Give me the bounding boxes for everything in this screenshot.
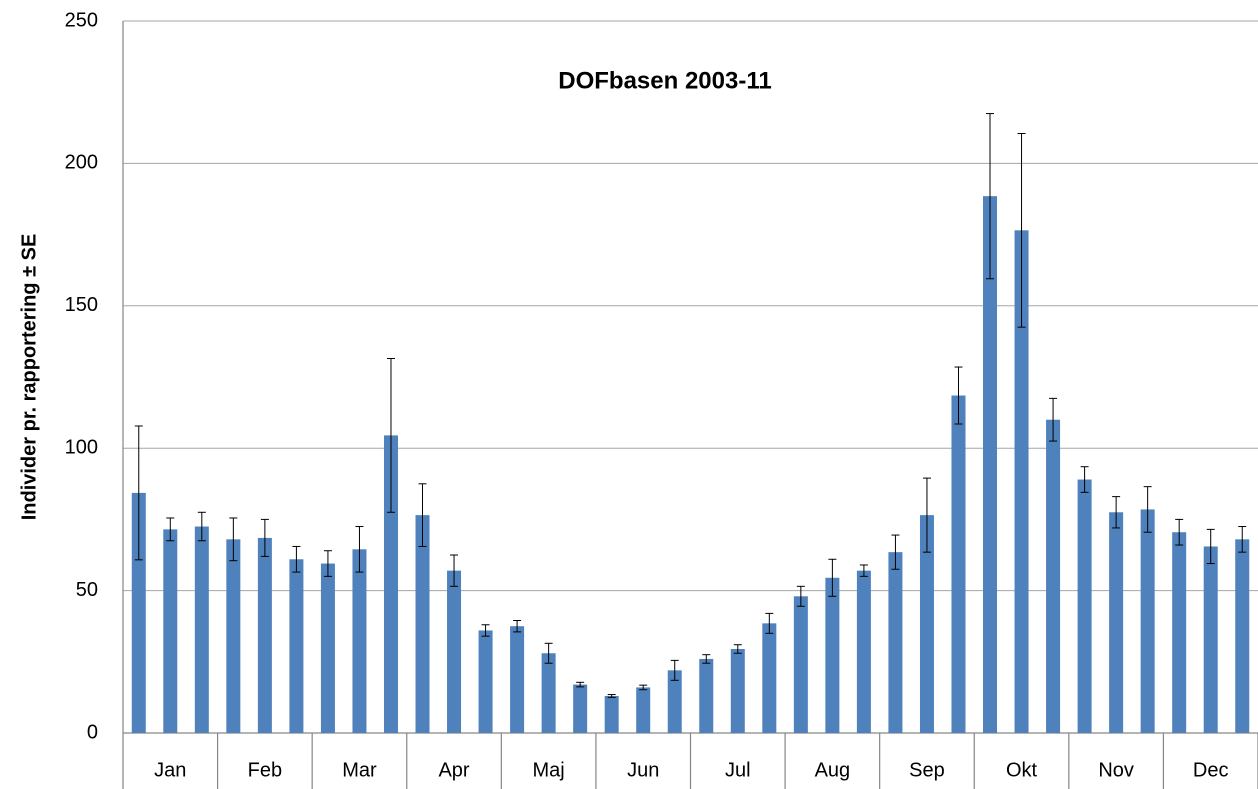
y-tick-label: 0 bbox=[87, 721, 98, 743]
x-tick-label: Maj bbox=[533, 759, 565, 781]
error-bar bbox=[922, 477, 931, 553]
error-bar bbox=[1112, 496, 1121, 529]
bar bbox=[289, 559, 304, 733]
y-tick-label: 250 bbox=[65, 9, 98, 31]
error-bar bbox=[323, 550, 332, 577]
error-bar bbox=[765, 612, 774, 634]
bar bbox=[1172, 532, 1187, 733]
error-bar bbox=[607, 694, 616, 698]
error-bar bbox=[418, 483, 427, 547]
x-tick-label: Sep bbox=[909, 759, 945, 781]
bar bbox=[541, 653, 556, 733]
bar bbox=[636, 687, 651, 733]
error-bar bbox=[576, 681, 585, 688]
error-bar bbox=[670, 659, 679, 681]
bar bbox=[1109, 512, 1124, 733]
bar bbox=[131, 492, 146, 733]
error-bar bbox=[386, 357, 395, 513]
error-bar bbox=[229, 517, 238, 562]
error-bar bbox=[1143, 486, 1152, 533]
bar bbox=[447, 570, 462, 733]
y-tick-label: 50 bbox=[76, 579, 98, 601]
bar bbox=[983, 196, 998, 734]
error-bar bbox=[544, 642, 553, 664]
bar bbox=[1235, 539, 1250, 733]
error-bar bbox=[166, 517, 175, 542]
error-bar bbox=[986, 113, 995, 280]
error-bar bbox=[702, 654, 711, 664]
bar bbox=[257, 537, 272, 733]
error-bar bbox=[828, 558, 837, 597]
bar bbox=[762, 623, 777, 733]
x-tick-label: Jul bbox=[725, 759, 751, 781]
error-bar bbox=[954, 366, 963, 425]
bar bbox=[825, 577, 840, 733]
error-bar bbox=[1175, 518, 1184, 546]
bar bbox=[1077, 479, 1092, 733]
bar bbox=[793, 596, 808, 733]
x-tick-label: Feb bbox=[248, 759, 282, 781]
y-tick-label: 150 bbox=[65, 294, 98, 316]
x-tick-label: Mar bbox=[342, 759, 377, 781]
bar bbox=[951, 395, 966, 733]
y-tick-label: 100 bbox=[65, 436, 98, 458]
error-bar bbox=[733, 644, 742, 654]
bar bbox=[573, 684, 588, 733]
error-bar bbox=[197, 511, 206, 542]
error-bar bbox=[481, 624, 490, 637]
error-bar bbox=[134, 425, 143, 561]
bar bbox=[226, 539, 241, 733]
y-axis-label: Individer pr. rapportering ± SE bbox=[18, 234, 40, 521]
x-tick-label: Jan bbox=[154, 759, 186, 781]
bar bbox=[1140, 509, 1155, 733]
bar bbox=[352, 549, 367, 733]
error-bar bbox=[859, 564, 868, 577]
error-bar bbox=[292, 545, 301, 573]
error-bar bbox=[1238, 526, 1247, 553]
error-bar bbox=[260, 518, 269, 557]
x-tick-label: Jun bbox=[627, 759, 659, 781]
bar bbox=[888, 552, 903, 733]
bar bbox=[919, 515, 934, 733]
error-bar bbox=[355, 526, 364, 573]
bar bbox=[699, 658, 714, 733]
bar bbox=[1014, 230, 1029, 733]
error-bar bbox=[1080, 466, 1089, 493]
error-bar bbox=[1049, 397, 1058, 442]
error-bar bbox=[450, 554, 459, 587]
bar bbox=[1046, 419, 1061, 733]
y-tick-label: 200 bbox=[65, 152, 98, 174]
bar bbox=[856, 570, 871, 733]
bar bbox=[194, 526, 209, 733]
error-bar bbox=[1017, 132, 1026, 328]
bar bbox=[730, 648, 745, 733]
bar bbox=[415, 515, 430, 733]
x-tick-label: Nov bbox=[1098, 759, 1134, 781]
error-bar bbox=[639, 684, 648, 691]
x-tick-label: Okt bbox=[1006, 759, 1038, 781]
x-tick-label: Apr bbox=[438, 759, 469, 781]
bar bbox=[478, 630, 493, 733]
chart-title: DOFbasen 2003-11 bbox=[558, 67, 771, 94]
error-bar bbox=[1206, 528, 1215, 565]
bar bbox=[383, 435, 398, 733]
error-bar bbox=[891, 534, 900, 570]
x-tick-label: Aug bbox=[815, 759, 851, 781]
bar bbox=[320, 563, 335, 733]
bar bbox=[510, 626, 525, 733]
bar bbox=[163, 529, 178, 733]
error-bar bbox=[513, 620, 522, 633]
x-tick-label: Dec bbox=[1193, 759, 1229, 781]
error-bar bbox=[796, 585, 805, 607]
bar bbox=[1203, 546, 1218, 733]
bar bbox=[604, 695, 619, 733]
bar bbox=[667, 670, 682, 733]
